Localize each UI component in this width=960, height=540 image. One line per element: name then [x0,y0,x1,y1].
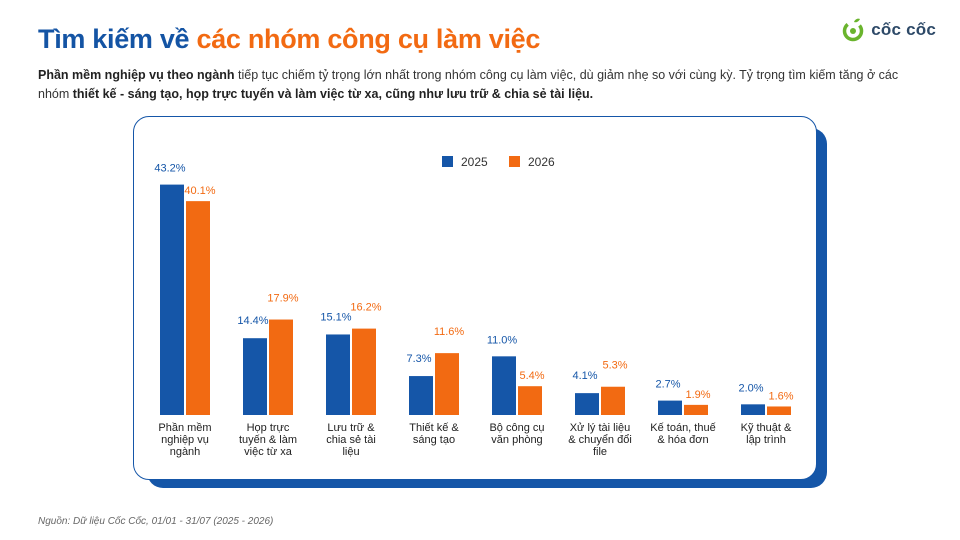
data-label-2025-7: 2.0% [738,382,763,394]
bar-2026-7 [767,406,791,415]
data-label-2025-3: 7.3% [406,353,431,365]
bar-2025-0 [160,184,184,415]
bar-2026-2 [352,328,376,415]
bar-2026-6 [684,404,708,415]
page-title: Tìm kiếm về các nhóm công cụ làm việc [38,24,540,55]
logo-text: cốc cốc [871,20,936,39]
data-label-2025-5: 4.1% [572,370,597,382]
data-label-2026-7: 1.6% [768,390,793,402]
bar-2025-3 [409,376,433,415]
bar-2026-5 [601,386,625,415]
category-label-4-1: văn phòng [491,434,542,446]
legend-label-2025: 2025 [461,155,488,169]
category-label-6-0: Kế toán, thuế [650,422,715,434]
subtitle-bold-1: Phần mềm nghiệp vụ theo ngành [38,68,235,82]
subtitle: Phần mềm nghiệp vụ theo ngành tiếp tục c… [38,66,923,104]
category-label-0-2: ngành [170,446,201,458]
category-label-2-1: chia sẻ tài [326,434,376,446]
subtitle-text: tiếp tục chiếm tỷ trọng lớn nhất trong n… [38,68,899,101]
bar-2025-2 [326,334,350,415]
data-label-2025-4: 11.0% [487,334,518,346]
bar-2025-6 [658,400,682,415]
bar-2025-4 [492,356,516,415]
source-note: Nguồn: Dữ liệu Cốc Cốc, 01/01 - 31/07 (2… [38,516,274,527]
data-label-2025-6: 2.7% [655,379,680,391]
bar-2026-0 [186,201,210,415]
category-label-5-2: file [593,446,607,458]
category-label-1-1: tuyến & làm [239,434,297,446]
data-label-2025-2: 15.1% [320,311,351,323]
category-label-3-1: sáng tạo [413,434,455,446]
data-label-2026-5: 5.3% [602,360,627,372]
legend-swatch-2026 [509,156,520,167]
category-label-0-1: nghiệp vụ [161,434,209,446]
bar-2026-1 [269,319,293,415]
category-label-5-0: Xử lý tài liệu [570,422,631,434]
bar-2026-4 [518,386,542,415]
chart-card: 2025 2026 43.2% 40.1% Phần mềm nghiệp vụ ngành… [133,116,817,480]
title-part-1: Tìm kiếm về [38,24,190,54]
category-label-7-1: lập trình [746,434,786,446]
category-label-2-0: Lưu trữ & [327,422,375,434]
bar-2025-1 [243,338,267,415]
data-label-2025-0: 43.2% [154,163,185,175]
category-label-7-0: Kỹ thuật & [741,422,792,434]
legend-label-2026: 2026 [528,155,555,169]
category-label-4-0: Bộ công cụ [489,422,544,434]
data-label-2026-1: 17.9% [267,293,298,305]
coccoc-logo-icon [843,18,864,42]
data-label-2026-3: 11.6% [434,326,465,338]
category-label-3-0: Thiết kế & [409,422,459,434]
legend-swatch-2025 [442,156,453,167]
coccoc-logo: cốc cốc [841,18,936,42]
bar-2025-7 [741,404,765,415]
data-label-2026-6: 1.9% [685,389,710,401]
category-label-0-0: Phần mềm [158,422,211,434]
title-part-2: các nhóm công cụ làm việc [196,24,541,54]
category-label-5-1: & chuyển đổi [568,434,632,446]
category-label-1-0: Họp trực [247,422,290,434]
subtitle-bold-2: thiết kế - sáng tạo, họp trực tuyến và l… [72,87,594,101]
data-label-2025-1: 14.4% [237,315,268,327]
data-label-2026-4: 5.4% [519,370,544,382]
data-label-2026-0: 40.1% [184,185,215,197]
category-label-2-2: liệu [342,446,359,458]
data-label-2026-2: 16.2% [350,302,381,314]
bar-2026-3 [435,353,459,415]
category-label-6-1: & hóa đơn [657,434,708,446]
bar-2025-5 [575,393,599,415]
category-label-1-2: việc từ xa [244,446,293,458]
